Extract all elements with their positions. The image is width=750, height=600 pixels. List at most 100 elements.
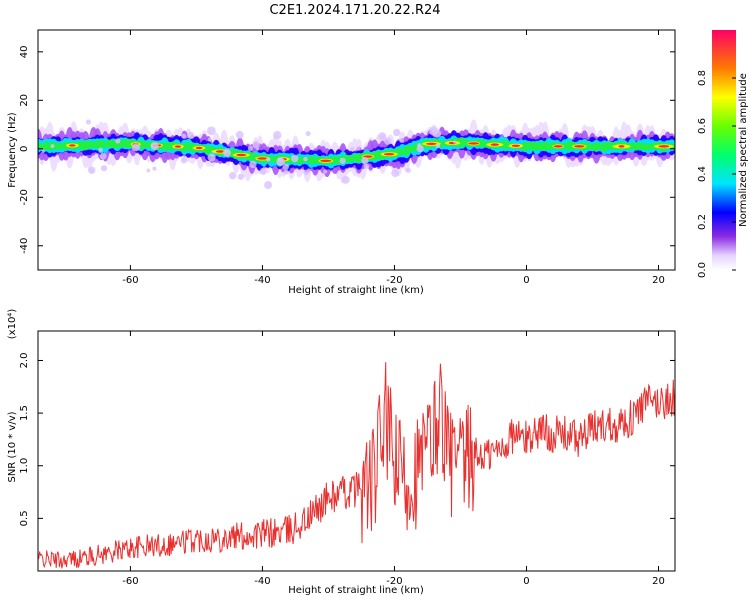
spectrogram-hotspot-core: [425, 142, 437, 145]
snr-series-line: [38, 362, 675, 569]
y-tick-label: 0: [19, 146, 30, 152]
spectrogram-speckle: [206, 126, 216, 136]
spectrogram-speckle: [146, 168, 151, 173]
spectrogram-speckle: [115, 138, 121, 144]
colorbar-tick-label: 0.4: [697, 166, 708, 182]
x-tick-label: -20: [386, 576, 402, 587]
spectrogram-hotspot-core: [618, 145, 625, 148]
spectrogram-speckle: [283, 169, 289, 175]
snr-plot-area: [38, 331, 675, 571]
colorbar-tick-label: 0.8: [697, 70, 708, 86]
spectrogram-speckle: [85, 119, 91, 125]
spectrogram-speckle: [131, 143, 141, 152]
spectrogram-speckle: [416, 144, 424, 153]
colorbar-tick-label: 0.0: [697, 262, 708, 278]
colorbar: 0.0 0.2 0.4 0.6 0.8 Normalized spectral ampl…: [697, 30, 749, 278]
snr-y-ticks: 0.5 1.0 1.5 2.0: [19, 353, 675, 526]
spectrogram-hotspot-core: [174, 145, 182, 148]
spectrogram-speckle: [393, 128, 401, 137]
spectrogram-speckle: [290, 154, 299, 163]
x-tick-label: 20: [652, 576, 665, 587]
spectrogram-hotspot-core: [320, 159, 332, 163]
colorbar-ticks: 0.0 0.2 0.4 0.6 0.8: [697, 70, 736, 278]
y-tick-label: 1.0: [19, 458, 30, 474]
colorbar-tick-label: 0.6: [697, 118, 708, 134]
spectrogram-speckle: [303, 156, 308, 162]
spectrogram-speckle: [306, 168, 311, 173]
y-tick-label: 40: [19, 45, 30, 58]
spectrogram-hotspot-core: [468, 142, 480, 145]
spectrogram-hotspot-core: [511, 144, 521, 147]
spectrogram-speckle: [249, 160, 257, 169]
spectrogram-speckle: [100, 165, 108, 172]
spectrogram-x-axis-title: Height of straight line (km): [288, 285, 424, 296]
spectrogram-speckle: [180, 157, 188, 164]
spectrogram-speckle: [207, 137, 212, 142]
x-tick-label: -40: [254, 576, 270, 587]
figure-title: C2E1.2024.171.20.22.R24: [269, 3, 440, 18]
spectrogram-hotspot-core: [383, 153, 395, 156]
y-tick-label: -40: [19, 238, 30, 254]
spectrogram-speckle: [339, 157, 346, 164]
x-tick-label: 0: [523, 275, 529, 286]
x-tick-label: 0: [523, 576, 529, 587]
snr-frame: [37, 330, 676, 572]
spectrogram-speckle: [237, 173, 244, 180]
spectrogram-speckle: [41, 149, 45, 153]
spectrogram-speckle: [435, 143, 441, 149]
x-tick-label: -40: [254, 275, 270, 286]
spectrogram-speckle: [50, 144, 55, 148]
spectrogram-speckle: [266, 157, 271, 162]
spectrogram-speckle: [453, 140, 457, 144]
spectrogram-speckle: [228, 171, 237, 180]
spectrogram-hotspot-core: [236, 153, 247, 157]
snr-x-ticks: -60 -40 -20 0 20: [122, 331, 665, 587]
spectrogram-speckle: [207, 153, 216, 162]
y-tick-label: 1.5: [19, 405, 30, 421]
spectrogram-hotspot-core: [573, 145, 585, 148]
spectrogram-speckle: [399, 138, 404, 143]
spectrogram-speckle: [273, 131, 282, 140]
spectrogram-speckle: [384, 137, 392, 145]
spectrogram-speckle: [429, 126, 438, 136]
snr-panel: -60 -40 -20 0 20 0.5 1.0 1.5 2.0 Height of stra…: [7, 309, 676, 596]
x-tick-label: 20: [652, 275, 665, 286]
spectrogram-hotspot-core: [195, 146, 203, 150]
spectrogram-speckle: [356, 146, 361, 151]
spectrogram-speckle: [181, 133, 187, 139]
spectrogram-speckle: [256, 147, 260, 151]
spectrogram-speckle: [259, 167, 267, 175]
spectrogram-hotspot-core: [553, 145, 563, 148]
spectrogram-speckle: [391, 169, 400, 178]
spectrogram-speckle: [235, 130, 244, 139]
x-tick-label: -20: [386, 275, 402, 286]
spectrogram-speckle: [276, 157, 286, 166]
y-tick-label: -20: [19, 189, 30, 205]
colorbar-gradient: [712, 30, 736, 270]
spectrogram-speckle: [150, 141, 159, 151]
spectrogram-speckle: [323, 169, 328, 174]
spectrogram-ridge: [38, 119, 675, 190]
spectrogram-speckle: [247, 145, 254, 151]
spectrogram-frame: [37, 29, 676, 271]
spectrogram-y-axis-title: Frequency (Hz): [7, 112, 18, 188]
spectrogram-speckle: [99, 152, 107, 160]
spectrogram-y-ticks: -40 -20 0 20 40: [19, 45, 675, 254]
spectrogram-speckle: [363, 163, 370, 169]
spectrogram-speckle: [305, 131, 311, 137]
spectrogram-speckle: [187, 131, 195, 139]
spectrogram-hotspot-core: [658, 145, 670, 148]
x-tick-label: -60: [122, 576, 138, 587]
colorbar-title: Normalized spectral amplitude: [738, 73, 749, 227]
spectrogram-speckle: [252, 140, 260, 149]
spectrogram-speckle: [223, 148, 231, 157]
snr-x-axis-title: Height of straight line (km): [288, 585, 424, 596]
colorbar-tick-label: 0.2: [697, 214, 708, 230]
spectrogram-speckle: [152, 166, 157, 171]
spectrogram-speckle: [282, 163, 289, 170]
spectrogram-speckle: [341, 175, 350, 184]
spectrogram-speckle: [264, 181, 273, 190]
spectrogram-speckle: [381, 134, 385, 139]
spectrogram-x-ticks: -60 -40 -20 0 20: [122, 30, 665, 286]
